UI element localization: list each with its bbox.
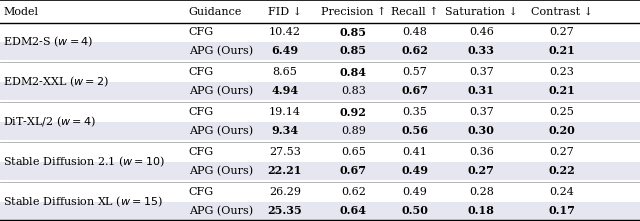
Text: 0.21: 0.21 (548, 85, 575, 96)
Text: 0.27: 0.27 (550, 27, 574, 37)
Text: 0.25: 0.25 (550, 107, 574, 117)
Text: 0.22: 0.22 (548, 165, 575, 176)
Text: 0.83: 0.83 (341, 86, 365, 96)
Text: 0.92: 0.92 (340, 107, 367, 118)
Text: CFG: CFG (189, 67, 214, 77)
Text: 0.62: 0.62 (401, 45, 428, 56)
Text: APG (Ours): APG (Ours) (189, 166, 253, 176)
Text: 22.21: 22.21 (268, 165, 302, 176)
Text: 0.67: 0.67 (401, 85, 428, 96)
Text: Contrast ↓: Contrast ↓ (531, 7, 593, 17)
Text: Recall ↑: Recall ↑ (391, 7, 438, 17)
Text: 0.18: 0.18 (468, 205, 495, 216)
Text: CFG: CFG (189, 27, 214, 37)
Text: 0.36: 0.36 (469, 147, 493, 157)
Text: 0.20: 0.20 (548, 125, 575, 136)
Text: 0.48: 0.48 (403, 27, 427, 37)
Text: Model: Model (3, 7, 38, 17)
Text: 4.94: 4.94 (271, 85, 298, 96)
Text: 0.85: 0.85 (340, 27, 367, 38)
Text: 0.64: 0.64 (340, 205, 367, 216)
Text: 0.56: 0.56 (401, 125, 428, 136)
Text: 0.27: 0.27 (468, 165, 495, 176)
Text: 0.37: 0.37 (469, 67, 493, 77)
Text: CFG: CFG (189, 107, 214, 117)
Text: 0.49: 0.49 (401, 165, 428, 176)
Text: 0.41: 0.41 (403, 147, 427, 157)
Text: 0.23: 0.23 (550, 67, 574, 77)
Text: Precision ↑: Precision ↑ (321, 7, 386, 17)
Text: 0.21: 0.21 (548, 45, 575, 56)
Text: 0.37: 0.37 (469, 107, 493, 117)
Text: 0.30: 0.30 (468, 125, 495, 136)
Text: DiT-XL/2 ($w = 4$): DiT-XL/2 ($w = 4$) (3, 114, 96, 129)
Text: 25.35: 25.35 (268, 205, 302, 216)
Bar (0, 122, 640, 140)
Text: 0.33: 0.33 (468, 45, 495, 56)
Text: 6.49: 6.49 (271, 45, 298, 56)
Bar (0, 162, 640, 180)
Text: 0.31: 0.31 (468, 85, 495, 96)
Text: 0.50: 0.50 (401, 205, 428, 216)
Text: 26.29: 26.29 (269, 187, 301, 197)
Bar (0, 202, 640, 220)
Text: APG (Ours): APG (Ours) (189, 126, 253, 136)
Text: Guidance: Guidance (189, 7, 242, 17)
Text: 27.53: 27.53 (269, 147, 301, 157)
Text: 0.27: 0.27 (550, 147, 574, 157)
Text: APG (Ours): APG (Ours) (189, 46, 253, 56)
Bar (0, 42, 640, 60)
Text: FID ↓: FID ↓ (268, 7, 302, 17)
Text: 0.28: 0.28 (469, 187, 493, 197)
Text: 0.65: 0.65 (341, 147, 365, 157)
Text: 8.65: 8.65 (273, 67, 297, 77)
Text: 0.49: 0.49 (403, 187, 427, 197)
Text: 0.17: 0.17 (548, 205, 575, 216)
Text: 0.67: 0.67 (340, 165, 367, 176)
Text: Saturation ↓: Saturation ↓ (445, 7, 518, 17)
Text: 0.57: 0.57 (403, 67, 427, 77)
Text: APG (Ours): APG (Ours) (189, 86, 253, 96)
Text: Stable Diffusion XL ($w = 15$): Stable Diffusion XL ($w = 15$) (3, 194, 163, 209)
Text: 0.89: 0.89 (341, 126, 365, 136)
Text: Stable Diffusion 2.1 ($w = 10$): Stable Diffusion 2.1 ($w = 10$) (3, 154, 165, 169)
Text: CFG: CFG (189, 147, 214, 157)
Text: 19.14: 19.14 (269, 107, 301, 117)
Text: 0.85: 0.85 (340, 45, 367, 56)
Text: EDM2-XXL ($w = 2$): EDM2-XXL ($w = 2$) (3, 74, 109, 89)
Text: 0.46: 0.46 (469, 27, 493, 37)
Text: CFG: CFG (189, 187, 214, 197)
Text: 0.84: 0.84 (340, 67, 367, 78)
Text: 0.24: 0.24 (550, 187, 574, 197)
Text: APG (Ours): APG (Ours) (189, 206, 253, 216)
Bar (0, 82, 640, 100)
Text: 9.34: 9.34 (271, 125, 298, 136)
Text: 10.42: 10.42 (269, 27, 301, 37)
Text: 0.35: 0.35 (403, 107, 427, 117)
Text: EDM2-S ($w = 4$): EDM2-S ($w = 4$) (3, 34, 93, 49)
Text: 0.62: 0.62 (341, 187, 365, 197)
